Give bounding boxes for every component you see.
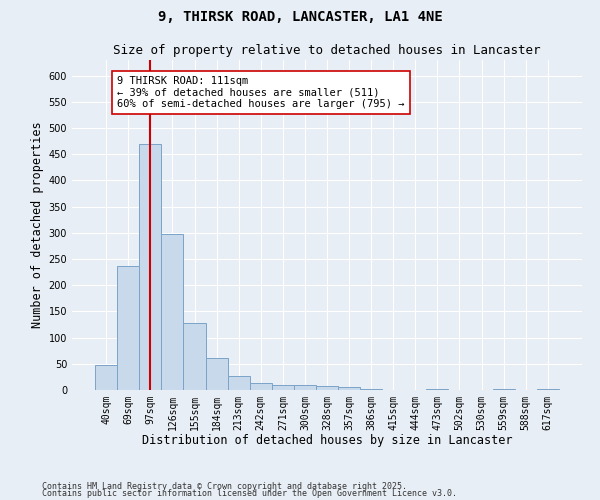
Text: Contains public sector information licensed under the Open Government Licence v3: Contains public sector information licen… [42,489,457,498]
Bar [117,266,139,390]
Text: 9, THIRSK ROAD, LANCASTER, LA1 4NE: 9, THIRSK ROAD, LANCASTER, LA1 4NE [158,10,442,24]
Bar [338,388,360,390]
Bar [139,144,161,390]
X-axis label: Distribution of detached houses by size in Lancaster: Distribution of detached houses by size … [142,434,512,448]
Bar [427,389,448,390]
Bar [227,376,250,390]
Bar [184,323,206,390]
Bar [250,382,272,390]
Bar [537,389,559,390]
Y-axis label: Number of detached properties: Number of detached properties [31,122,44,328]
Bar [294,385,316,390]
Text: Contains HM Land Registry data © Crown copyright and database right 2025.: Contains HM Land Registry data © Crown c… [42,482,407,491]
Title: Size of property relative to detached houses in Lancaster: Size of property relative to detached ho… [113,44,541,58]
Bar [272,386,294,390]
Bar [206,358,227,390]
Bar [161,234,184,390]
Bar [95,365,117,390]
Text: 9 THIRSK ROAD: 111sqm
← 39% of detached houses are smaller (511)
60% of semi-det: 9 THIRSK ROAD: 111sqm ← 39% of detached … [117,76,405,109]
Bar [316,386,338,390]
